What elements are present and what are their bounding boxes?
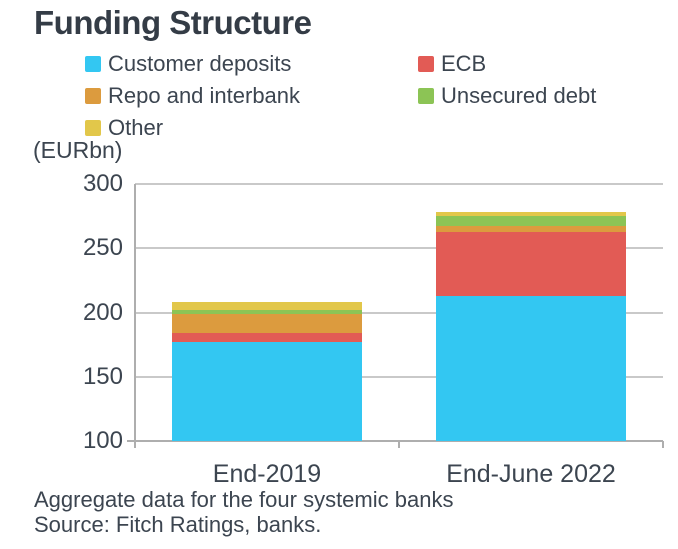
gridline-250 [135,247,663,250]
bar-segment-end-2019-ecb [172,333,362,343]
legend-label: Other [108,115,164,140]
legend-label: Unsecured debt [441,83,597,108]
bar-segment-end-june-2022-ecb [436,231,626,296]
legend-item-unsecured-debt: Unsecured debt [418,83,596,108]
x-axis-tick [134,441,136,448]
axis-unit-label: (EURbn) [33,137,123,163]
x-axis-tick [662,441,664,448]
ecb-swatch-icon [418,55,434,72]
legend-label: Customer deposits [108,51,292,76]
bar-segment-end-2019-customer-deposits [172,342,362,441]
chart-title: Funding Structure [34,4,312,41]
x-axis-label-end-june-2022: End-June 2022 [446,460,616,488]
gridline-150 [135,375,663,378]
footnote: Aggregate data for the four systemic ban… [34,487,454,512]
chart-legend: Customer deposits ECB Repo and interbank Un… [85,51,596,140]
x-axis-label-end-2019: End-2019 [212,460,322,488]
x-axis-line [127,440,663,442]
bar-segment-end-june-2022-repo-and-interbank [436,226,626,232]
legend-item-customer-deposits: Customer deposits [85,51,418,76]
y-axis-line [134,184,136,441]
legend-item-ecb: ECB [418,51,596,76]
bar-segment-end-june-2022-unsecured-debt [436,216,626,227]
legend-label: Repo and interbank [108,83,301,108]
legend-item-other: Other [85,115,418,140]
other-swatch-icon [85,119,101,136]
gridline-200 [135,311,663,314]
y-tick-label-250: 250 [82,234,123,262]
legend-item-repo-and-interbank: Repo and interbank [85,83,418,108]
y-tick-label-150: 150 [82,362,123,390]
bar-segment-end-2019-other [172,302,362,310]
gridline-300 [135,183,663,185]
bar-segment-end-2019-repo-and-interbank [172,313,362,334]
bar-segment-end-june-2022-customer-deposits [436,295,626,441]
source-line: Source: Fitch Ratings, banks. [34,512,322,537]
customer-deposits-swatch-icon [85,55,101,72]
legend-label: ECB [441,51,487,76]
bar-segment-end-june-2022-other [436,211,626,217]
y-tick-label-300: 300 [82,170,123,197]
bar-segment-end-2019-unsecured-debt [172,309,362,314]
y-tick-label-200: 200 [82,298,123,326]
y-tick-label-100: 100 [82,427,123,454]
x-axis-tick [398,441,400,448]
unsecured-debt-swatch-icon [418,87,434,104]
repo-and-interbank-swatch-icon [85,87,101,104]
